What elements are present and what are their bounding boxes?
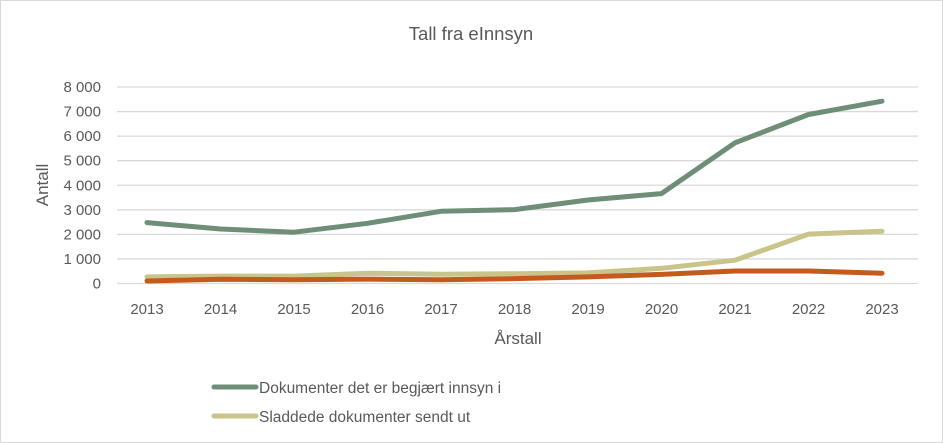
y-tick-label: 2 000 bbox=[63, 226, 101, 243]
x-tick-label: 2013 bbox=[130, 301, 163, 318]
y-tick-label: 0 bbox=[93, 276, 101, 293]
x-tick-label: 2014 bbox=[204, 301, 237, 318]
series-line-1 bbox=[144, 228, 885, 280]
gridlines bbox=[117, 86, 918, 285]
y-tick-label: 1 000 bbox=[63, 251, 101, 268]
x-tick-label: 2021 bbox=[718, 301, 751, 318]
x-tick-label: 2020 bbox=[645, 301, 678, 318]
y-tick-label: 4 000 bbox=[63, 177, 101, 194]
legend-item-1: Sladdede dokumenter sendt ut bbox=[211, 409, 471, 426]
series-line-2 bbox=[144, 268, 885, 284]
x-tick-label: 2019 bbox=[571, 301, 604, 318]
x-tick-label: 2022 bbox=[792, 301, 825, 318]
x-axis-title: Årstall bbox=[494, 329, 541, 348]
y-tick-label: 3 000 bbox=[63, 202, 101, 219]
legend: Dokumenter det er begjært innsyn i Sladd… bbox=[211, 380, 501, 426]
legend-label: Dokumenter det er begjært innsyn i bbox=[259, 380, 501, 397]
x-tick-label: 2017 bbox=[424, 301, 457, 318]
y-axis-ticks: 0 1 000 2 000 3 000 4 000 5 000 6 000 7 000 8 00… bbox=[63, 79, 101, 293]
x-tick-label: 2016 bbox=[351, 301, 384, 318]
y-tick-label: 6 000 bbox=[63, 128, 101, 145]
legend-item-0: Dokumenter det er begjært innsyn i bbox=[211, 380, 501, 397]
x-axis-ticks: 2013 2014 2015 2016 2017 2018 2019 2020 2021 2022… bbox=[130, 301, 898, 318]
y-axis-title: Antall bbox=[33, 164, 52, 207]
series-lines bbox=[144, 98, 885, 284]
chart-title: Tall fra eInnsyn bbox=[409, 23, 533, 44]
y-tick-label: 8 000 bbox=[63, 79, 101, 96]
x-tick-label: 2015 bbox=[277, 301, 310, 318]
y-tick-label: 7 000 bbox=[63, 104, 101, 121]
y-tick-label: 5 000 bbox=[63, 153, 101, 170]
series-line-0 bbox=[144, 98, 885, 235]
legend-label: Sladdede dokumenter sendt ut bbox=[259, 409, 471, 426]
x-tick-label: 2023 bbox=[865, 301, 898, 318]
x-tick-label: 2018 bbox=[498, 301, 531, 318]
